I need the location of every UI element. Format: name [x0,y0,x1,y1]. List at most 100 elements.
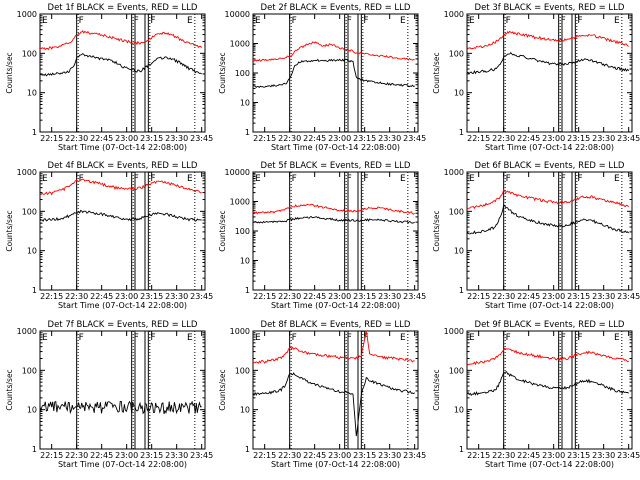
x-tick-label: 23:30 [592,292,615,301]
x-tick-label: 22:30 [65,134,88,143]
x-tick-label: 22:30 [278,134,301,143]
series-lld [252,41,415,62]
y-tick-label: 1 [459,286,464,295]
annotation-letter: E [614,174,620,184]
annotation-letter: E [614,16,620,26]
series-lld [252,203,415,215]
annotation-letter: F [150,16,155,26]
x-tick-label: 22:30 [492,292,515,301]
y-tick-label: 100 [22,366,37,375]
plot-frame [252,171,419,291]
x-tick-label: 23:00 [328,134,351,143]
y-tick-label: 10 [240,406,250,415]
panel-title: Det 6f BLACK = Events, RED = LLD [475,161,625,171]
series-events [39,400,202,415]
x-tick-label: 23:30 [165,451,188,460]
y-tick-label: 1000 [230,327,250,336]
x-axis-label: Start Time (07-Oct-14 22:08:00) [485,143,614,152]
y-tick-label: 10 [27,247,37,256]
y-axis-label: Counts/sec [218,210,227,251]
annotation-letter: F [561,174,566,184]
annotation-letter: E [255,16,261,26]
x-tick-label: 22:15 [253,292,276,301]
y-tick-label: 100 [449,207,464,216]
x-tick-label: 22:30 [492,451,515,460]
x-axis-label: Start Time (07-Oct-14 22:08:00) [58,301,187,310]
annotation-letter: E [187,16,193,26]
x-tick-label: 23:15 [353,451,376,460]
y-tick-label: 1 [245,445,250,454]
y-axis-label: Counts/sec [5,210,14,251]
x-tick-label: 23:15 [140,451,163,460]
y-tick-label: 1000 [230,198,250,207]
panel-det-9: Det 9f BLACK = Events, RED = LLD 1 10 100 10… [432,320,640,469]
annotation-letter: F [363,16,368,26]
x-tick-label: 23:30 [592,451,615,460]
annotation-letter: F [150,174,155,184]
x-tick-label: 22:45 [303,134,326,143]
annotation-letter: E [187,174,193,184]
series-events [39,209,202,222]
x-tick-label: 22:45 [517,292,540,301]
x-axis-label: Start Time (07-Oct-14 22:08:00) [271,460,400,469]
y-tick-label: 10 [240,257,250,266]
plot-frame [39,171,206,291]
plot-frame [466,171,633,291]
x-tick-label: 22:30 [278,451,301,460]
annotation-letter: F [134,333,139,343]
x-tick-label: 22:45 [90,134,113,143]
panel-det-2: Det 2f BLACK = Events, RED = LLD 1 10 100 10… [218,3,426,152]
panel-det-3: Det 3f BLACK = Events, RED = LLD 1 10 100 10… [432,3,640,152]
annotation-letter: F [506,174,511,184]
y-tick-label: 1 [245,128,250,137]
x-tick-label: 23:30 [165,134,188,143]
x-axis-label: Start Time (07-Oct-14 22:08:00) [58,460,187,469]
y-axis-label: Counts/sec [432,210,441,251]
x-tick-label: 23:45 [403,134,426,143]
y-tick-label: 1000 [444,327,464,336]
y-tick-label: 10000 [225,10,250,19]
y-tick-label: 1000 [17,327,37,336]
annotation-letter: E [255,174,261,184]
panel-title: Det 1f BLACK = Events, RED = LLD [48,3,198,13]
x-tick-label: 23:00 [328,292,351,301]
annotation-letter: E [400,333,406,343]
x-tick-label: 23:00 [328,451,351,460]
series-events [39,53,202,77]
x-tick-label: 23:45 [617,292,640,301]
x-tick-label: 23:00 [115,134,138,143]
y-tick-label: 1000 [17,168,37,177]
x-tick-label: 22:15 [253,451,276,460]
x-tick-label: 23:30 [378,134,401,143]
annotation-letter: F [292,333,297,343]
x-tick-label: 22:30 [65,451,88,460]
x-tick-label: 23:30 [378,292,401,301]
annotation-letter: F [79,333,84,343]
x-tick-label: 23:30 [165,292,188,301]
series-lld [252,330,415,364]
annotation-letter: F [347,333,352,343]
plot-frame [252,330,419,450]
x-tick-label: 23:00 [542,451,565,460]
x-tick-label: 22:45 [90,292,113,301]
annotation-letter: F [506,333,511,343]
y-axis-label: Counts/sec [5,52,14,93]
panel-title: Det 7f BLACK = Events, RED = LLD [48,320,198,330]
annotation-letter: E [469,174,475,184]
panel-title: Det 8f BLACK = Events, RED = LLD [261,320,411,330]
x-tick-label: 22:45 [517,134,540,143]
annotation-letter: E [400,174,406,184]
plot-frame [252,13,419,133]
series-lld [39,178,202,196]
y-tick-label: 1 [32,445,37,454]
panel-det-5: Det 5f BLACK = Events, RED = LLD 1 10 100 10… [218,161,426,310]
x-tick-label: 23:45 [403,292,426,301]
annotation-letter: F [134,174,139,184]
y-tick-label: 100 [235,227,250,236]
x-tick-label: 23:00 [115,292,138,301]
series-lld [39,29,203,51]
y-tick-label: 10 [454,89,464,98]
series-events [252,58,415,89]
x-tick-label: 22:45 [90,451,113,460]
annotation-letter: E [400,16,406,26]
